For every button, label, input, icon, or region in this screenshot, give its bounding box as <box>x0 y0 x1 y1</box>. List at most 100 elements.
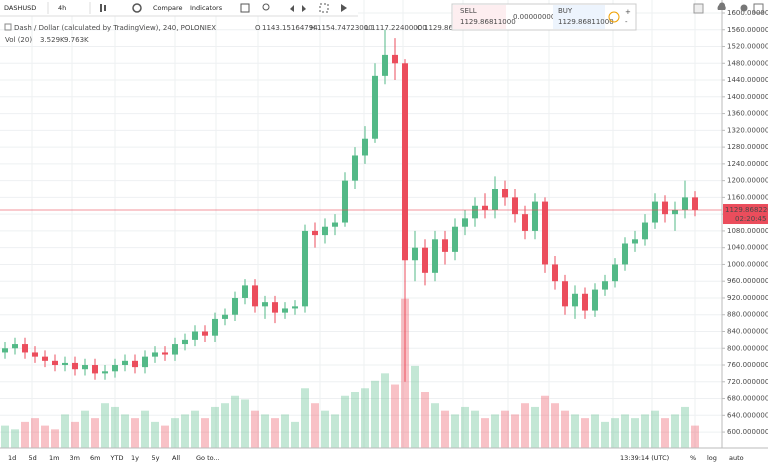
volume-bar <box>211 406 219 448</box>
volume-bar <box>41 425 49 448</box>
volume-bar <box>411 365 419 448</box>
last-price-label: 1129.86822000 <box>725 206 768 214</box>
expand-icon[interactable]: + <box>625 8 631 16</box>
candle-body <box>432 239 438 273</box>
volume-bar <box>441 410 449 448</box>
candle-body <box>382 54 388 76</box>
idea-button[interactable] <box>262 3 270 11</box>
volume-bar <box>91 418 99 448</box>
sell-button[interactable] <box>453 5 506 29</box>
y-tick-label: 1040.00000000 <box>727 244 768 252</box>
candle-body <box>652 201 658 223</box>
snapshot-button[interactable] <box>753 3 764 14</box>
collapse-icon[interactable]: - <box>625 18 628 26</box>
candle-body <box>242 285 248 298</box>
sell-price[interactable]: 1129.86811000 <box>460 18 516 26</box>
undo-button[interactable] <box>290 5 294 12</box>
candle-body <box>682 197 688 210</box>
volume-bar <box>291 421 299 448</box>
y-tick-label: 1600.00000000 <box>727 9 768 17</box>
range-button[interactable]: All <box>172 454 180 462</box>
volume-bar <box>21 421 29 448</box>
range-button[interactable]: YTD <box>110 454 124 462</box>
fullscreen-button[interactable] <box>319 3 329 13</box>
legend-label: O <box>255 24 261 32</box>
volume-bar <box>181 414 189 448</box>
volume-bar <box>221 403 229 448</box>
settings-button[interactable] <box>740 4 748 12</box>
range-button[interactable]: 1y <box>131 454 139 462</box>
candle-body <box>52 360 58 366</box>
candle-body <box>542 201 548 265</box>
buy-price[interactable]: 1129.86811000 <box>558 18 614 26</box>
candle-body <box>122 360 128 366</box>
collapse-icon[interactable] <box>4 23 12 31</box>
y-tick-label: 1520.00000000 <box>727 43 768 51</box>
candle-body <box>452 226 458 252</box>
redo-button[interactable] <box>302 5 306 12</box>
candle-body <box>62 362 68 366</box>
range-button[interactable]: 1d <box>8 454 16 462</box>
candle-body <box>252 285 258 307</box>
trade-panel: SELL 1129.86811000 0.00000000 BUY 1129.8… <box>451 3 637 31</box>
symbol[interactable]: DASHUSD <box>4 4 36 12</box>
auto-toggle[interactable]: auto <box>729 454 744 462</box>
indicators-button[interactable]: Indicators <box>190 4 223 12</box>
volume-bar <box>161 425 169 448</box>
volume-bar <box>541 395 549 448</box>
last-price-tag <box>723 204 768 225</box>
log-toggle[interactable]: log <box>707 454 717 462</box>
volume-bar <box>671 414 679 448</box>
volume-bar <box>581 418 589 448</box>
legend-title: Dash / Dollar (calculated by TradingView… <box>14 24 216 32</box>
y-tick-label: 760.00000000 <box>727 361 768 369</box>
y-tick-label: 1160.00000000 <box>727 193 768 201</box>
goto-button[interactable]: Go to... <box>196 454 220 462</box>
volume-bar <box>341 395 349 448</box>
countdown: 02:20:45 <box>735 215 766 223</box>
volume-bar <box>311 403 319 448</box>
volume-bar <box>141 410 149 448</box>
alert-button[interactable] <box>240 3 250 13</box>
interval[interactable]: 4h <box>58 4 66 12</box>
y-tick-label: 800.00000000 <box>727 344 768 352</box>
chart-style-button[interactable] <box>100 4 106 12</box>
sell-label[interactable]: SELL <box>460 7 477 15</box>
range-button[interactable]: 3m <box>70 454 80 462</box>
volume-bar <box>111 406 119 448</box>
replay-button[interactable] <box>341 4 347 12</box>
legend-value: 1154.74723000 <box>317 24 373 32</box>
settings-button[interactable] <box>132 3 142 13</box>
y-tick-label: 1080.00000000 <box>727 227 768 235</box>
spread: 0.00000000 <box>513 13 555 21</box>
candle-body <box>172 344 178 355</box>
save-button[interactable] <box>717 2 726 11</box>
buy-label[interactable]: BUY <box>558 7 573 15</box>
icon <box>100 4 102 12</box>
candle-body <box>232 297 238 315</box>
range-button[interactable]: 6m <box>90 454 100 462</box>
candle-body <box>112 365 118 372</box>
candle-body <box>152 352 158 357</box>
range-button[interactable]: 1m <box>49 454 59 462</box>
range-buttons: 1d 5d 1m 3m 6m YTD 1y 5y All <box>8 454 180 462</box>
layout-button[interactable] <box>693 3 704 14</box>
candle-body <box>412 247 418 261</box>
clock: 13:39:14 (UTC) <box>620 454 669 462</box>
buy-button[interactable] <box>553 5 605 29</box>
volume-bar <box>201 418 209 448</box>
y-tick-label: 960.00000000 <box>727 277 768 285</box>
volume-bar <box>591 414 599 448</box>
candle-body <box>372 75 378 139</box>
candle-body <box>352 155 358 181</box>
compare-button[interactable]: Compare <box>153 4 183 12</box>
y-tick-label: 720.00000000 <box>727 378 768 386</box>
volume-bar <box>71 421 79 448</box>
percent-toggle[interactable]: % <box>690 454 696 462</box>
candle-body <box>692 197 698 210</box>
range-button[interactable]: 5y <box>152 454 160 462</box>
range-button[interactable]: 5d <box>29 454 37 462</box>
info-icon[interactable] <box>608 11 620 23</box>
